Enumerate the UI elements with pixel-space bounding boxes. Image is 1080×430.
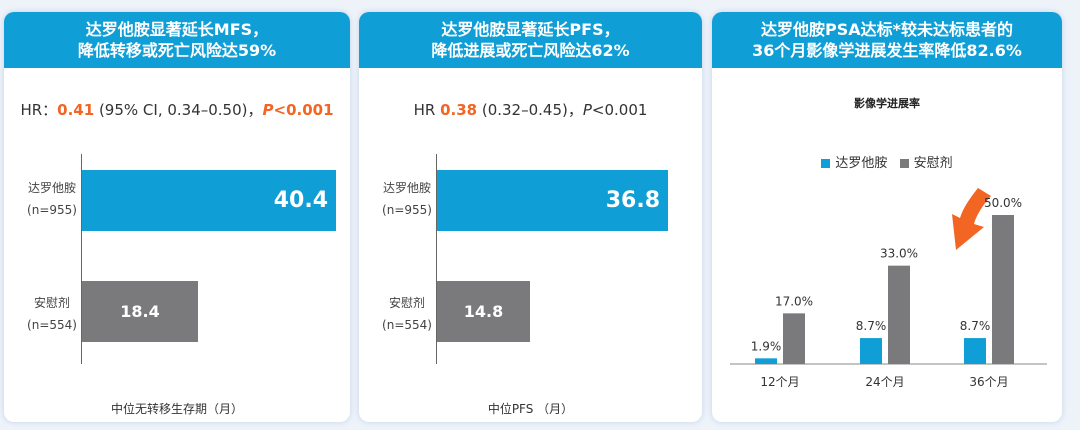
- legend-placebo-label: 安慰剂: [913, 156, 953, 171]
- cat-drug-n: (n=955): [27, 203, 77, 217]
- down-arrow-icon: [952, 188, 991, 250]
- cat-placebo-name: 安慰剂: [388, 296, 425, 310]
- mfs-bar-placebo-label: 18.4: [120, 302, 160, 321]
- pfs-category-placebo: 安慰剂 (n=554): [367, 292, 447, 336]
- pfs-x-axis-label: 中位PFS （月）: [487, 402, 574, 416]
- cat-drug-name: 达罗他胺: [27, 181, 76, 195]
- pfs-category-darolutamide: 达罗他胺 (n=955): [367, 177, 447, 221]
- mfs-panel-header: 达罗他胺显著延长MFS， 降低转移或死亡风险达59%: [4, 12, 350, 68]
- legend-darolutamide-label: 达罗他胺: [835, 156, 888, 171]
- hr-ci: (0.32–0.45)，: [477, 101, 583, 119]
- p-label: P: [262, 101, 274, 119]
- darolutamide-bar-2: [860, 338, 882, 364]
- pfs-bar-darolutamide-label: 36.8: [605, 188, 660, 213]
- cat-placebo-n: (n=554): [27, 318, 77, 332]
- pfs-bar-darolutamide: 36.8: [437, 170, 668, 231]
- darolutamide-bar-1: [755, 358, 777, 364]
- placebo-value-label-1: 17.0%: [775, 294, 813, 308]
- mfs-y-axis: [81, 154, 82, 364]
- mfs-title-line1: 达罗他胺显著延长MFS，: [85, 20, 269, 39]
- p-value: <0.001: [591, 101, 648, 119]
- rpfs-chart-title: 影像学进展率: [854, 97, 920, 110]
- placebo-bar-3: [992, 215, 1014, 364]
- mfs-bar-darolutamide: 40.4: [82, 170, 336, 231]
- rpfs-panel: 达罗他胺PSA达标*较未达标患者的 36个月影像学进展发生率降低82.6% 影像…: [712, 12, 1062, 422]
- mfs-x-axis-label: 中位无转移生存期（月）: [110, 402, 243, 416]
- cat-drug-name: 达罗他胺: [382, 181, 431, 195]
- mfs-category-darolutamide: 达罗他胺 (n=955): [12, 177, 92, 221]
- hr-value: 0.41: [57, 101, 95, 119]
- legend-gray-swatch: [899, 159, 909, 168]
- placebo-bar-2: [888, 265, 910, 364]
- mfs-title-line2: 降低转移或死亡风险达59%: [77, 41, 277, 60]
- cat-placebo-name: 安慰剂: [33, 296, 70, 310]
- p-label: P: [582, 101, 592, 119]
- mfs-category-placebo: 安慰剂 (n=554): [12, 292, 92, 336]
- x-tick-label-2: 24个月: [865, 375, 904, 389]
- rpfs-grouped-bar-chart: 1.9% 17.0% 12个月 8.7% 33.0% 24个月 8.7% 50.0% 36个月: [730, 188, 1047, 389]
- darolutamide-bar-3: [964, 338, 986, 364]
- legend-placebo: 安慰剂: [899, 156, 953, 171]
- darolutamide-value-label-2: 8.7%: [856, 319, 887, 333]
- mfs-bar-darolutamide-label: 40.4: [273, 188, 328, 213]
- pfs-hazard-ratio: HR 0.38 (0.32–0.45)，P<0.001: [359, 99, 702, 120]
- p-value: <0.001: [273, 101, 334, 119]
- hr-ci: (95% CI, 0.34–0.50)，: [94, 101, 263, 119]
- x-tick-label-1: 12个月: [760, 375, 799, 389]
- darolutamide-value-label-3: 8.7%: [960, 319, 991, 333]
- hr-prefix: HR：: [20, 101, 58, 119]
- placebo-value-label-2: 33.0%: [880, 247, 918, 261]
- pfs-y-axis: [436, 154, 437, 364]
- hr-prefix: HR: [413, 101, 441, 119]
- x-tick-label-3: 36个月: [969, 375, 1008, 389]
- pfs-panel-header: 达罗他胺显著延长PFS， 降低进展或死亡风险达62%: [359, 12, 702, 68]
- pfs-panel: 达罗他胺显著延长PFS， 降低进展或死亡风险达62% HR 0.38 (0.32…: [359, 12, 702, 422]
- rpfs-panel-header: 达罗他胺PSA达标*较未达标患者的 36个月影像学进展发生率降低82.6%: [712, 12, 1062, 68]
- rpfs-legend: 达罗他胺 安慰剂: [712, 152, 1062, 171]
- placebo-bar-1: [783, 313, 805, 364]
- hr-value: 0.38: [440, 101, 478, 119]
- cat-drug-n: (n=955): [382, 203, 432, 217]
- mfs-hazard-ratio: HR：0.41 (95% CI, 0.34–0.50)，P<0.001: [4, 99, 350, 120]
- rpfs-title-line1: 达罗他胺PSA达标*较未达标患者的: [760, 20, 1013, 39]
- cat-placebo-n: (n=554): [382, 318, 432, 332]
- darolutamide-value-label-1: 1.9%: [751, 339, 782, 353]
- legend-darolutamide: 达罗他胺: [821, 156, 887, 171]
- mfs-panel: 达罗他胺显著延长MFS， 降低转移或死亡风险达59% HR：0.41 (95% …: [4, 12, 350, 422]
- pfs-title-line1: 达罗他胺显著延长PFS，: [441, 20, 620, 39]
- pfs-title-line2: 降低进展或死亡风险达62%: [431, 41, 630, 60]
- rpfs-title-line2: 36个月影像学进展发生率降低82.6%: [752, 41, 1022, 60]
- pfs-bar-placebo: 14.8: [437, 281, 530, 342]
- placebo-value-label-3: 50.0%: [984, 196, 1022, 210]
- pfs-bar-placebo-label: 14.8: [463, 302, 504, 321]
- legend-blue-swatch: [821, 159, 831, 168]
- mfs-bar-placebo: 18.4: [82, 281, 198, 342]
